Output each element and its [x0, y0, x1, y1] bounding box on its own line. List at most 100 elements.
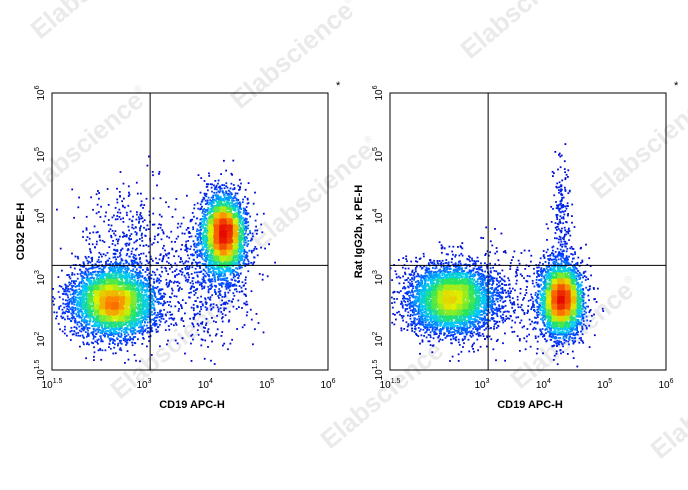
event-point: [75, 332, 77, 334]
event-point: [153, 300, 155, 302]
event-point: [93, 359, 95, 361]
event-point: [127, 282, 129, 284]
event-point: [141, 328, 143, 330]
event-point: [223, 184, 225, 186]
event-point: [200, 233, 202, 235]
event-point: [104, 335, 106, 337]
event-point: [94, 351, 96, 353]
event-point: [167, 253, 169, 255]
event-point: [128, 237, 130, 239]
event-point: [214, 279, 216, 281]
event-point: [216, 262, 218, 264]
event-point: [211, 210, 213, 212]
event-point: [235, 255, 237, 257]
event-point: [92, 274, 94, 276]
event-point: [138, 330, 140, 332]
event-point: [183, 263, 185, 265]
event-point: [198, 233, 200, 235]
event-point: [128, 185, 130, 187]
event-point: [138, 221, 140, 223]
event-point: [200, 208, 202, 210]
event-point: [117, 240, 119, 242]
event-point: [242, 201, 244, 203]
event-point: [165, 314, 167, 316]
event-point: [109, 279, 111, 281]
event-point: [193, 208, 195, 210]
event-point: [205, 246, 207, 248]
event-point: [83, 261, 85, 263]
event-point: [148, 296, 150, 298]
event-point: [90, 332, 92, 334]
event-point: [209, 215, 211, 217]
event-point: [86, 229, 88, 231]
event-point: [135, 227, 137, 229]
event-point: [154, 312, 156, 314]
event-point: [178, 302, 180, 304]
event-point: [204, 180, 206, 182]
event-point: [105, 349, 107, 351]
event-point: [153, 282, 155, 284]
event-point: [143, 245, 145, 247]
event-point: [201, 256, 203, 258]
event-point: [222, 269, 224, 271]
event-point: [151, 354, 153, 356]
event-point: [124, 362, 126, 364]
event-point: [211, 197, 213, 199]
event-point: [107, 252, 109, 254]
event-point: [151, 307, 153, 309]
event-point: [159, 259, 161, 261]
event-point: [202, 237, 204, 239]
event-point: [245, 277, 247, 279]
event-point: [142, 275, 144, 277]
event-point: [113, 335, 115, 337]
event-point: [182, 233, 184, 235]
event-point: [81, 296, 83, 298]
event-point: [239, 221, 241, 223]
event-point: [163, 309, 165, 311]
event-point: [154, 236, 156, 238]
event-point: [247, 243, 249, 245]
event-point: [192, 226, 194, 228]
event-point: [121, 258, 123, 260]
event-point: [249, 232, 251, 234]
event-point: [237, 273, 239, 275]
event-point: [208, 271, 210, 273]
event-point: [206, 272, 208, 274]
event-point: [218, 291, 220, 293]
event-point: [220, 304, 222, 306]
event-point: [78, 321, 80, 323]
event-point: [67, 294, 69, 296]
event-point: [113, 257, 115, 259]
event-point: [88, 256, 90, 258]
event-point: [154, 294, 156, 296]
event-point: [86, 258, 88, 260]
event-point: [204, 358, 206, 360]
event-point: [87, 342, 89, 344]
event-point: [141, 204, 143, 206]
event-point: [120, 262, 122, 264]
event-point: [100, 261, 102, 263]
event-point: [200, 308, 202, 310]
event-point: [59, 296, 61, 298]
event-point: [97, 280, 99, 282]
event-point: [80, 273, 82, 275]
event-point: [190, 246, 192, 248]
event-point: [204, 244, 206, 246]
event-point: [64, 326, 66, 328]
event-point: [116, 337, 118, 339]
event-point: [136, 182, 138, 184]
event-point: [187, 268, 189, 270]
event-point: [62, 299, 64, 301]
event-point: [161, 318, 163, 320]
event-point: [218, 311, 220, 313]
event-point: [219, 294, 221, 296]
event-point: [130, 211, 132, 213]
event-point: [103, 221, 105, 223]
event-point: [173, 318, 175, 320]
event-point: [203, 327, 205, 329]
event-point: [243, 213, 245, 215]
event-point: [151, 278, 153, 280]
event-point: [194, 204, 196, 206]
event-point: [68, 299, 70, 301]
event-point: [100, 206, 102, 208]
